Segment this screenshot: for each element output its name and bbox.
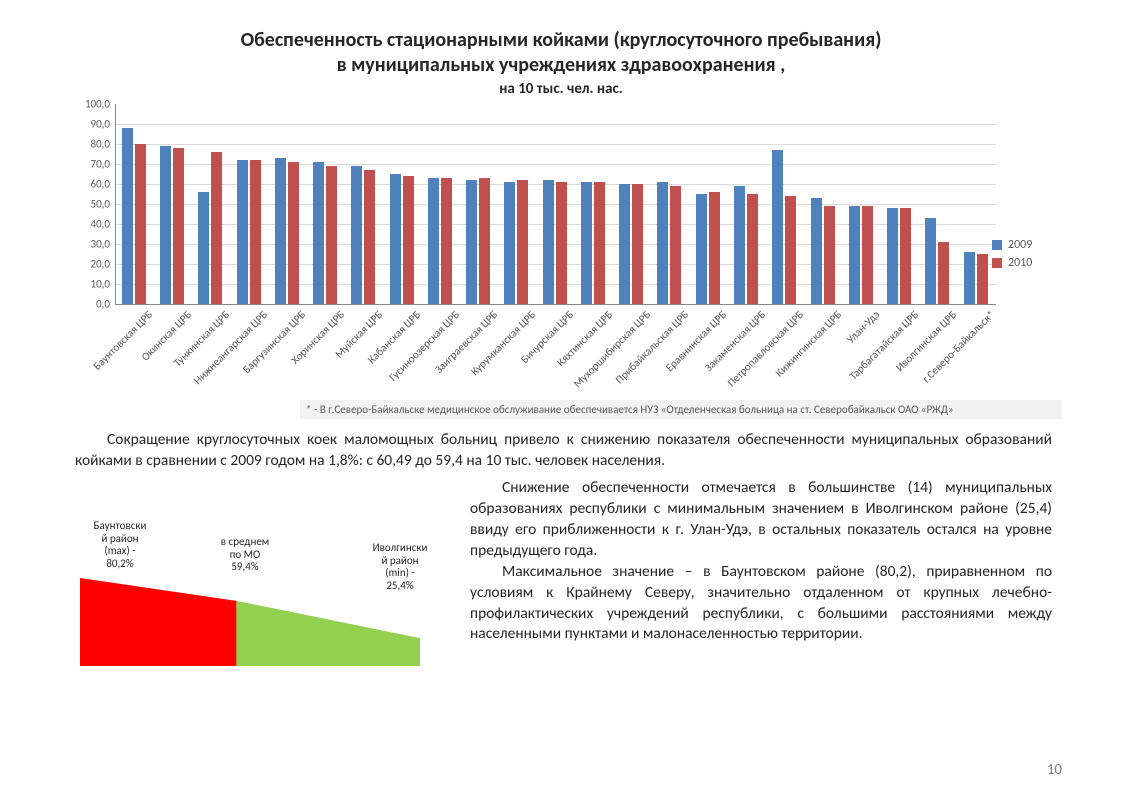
footnote: * - В г.Северо-Байкальске медицинское об…: [300, 400, 1062, 419]
legend-label-2009: 2009: [1008, 238, 1032, 252]
x-label: Баунтовская ЦРБ: [91, 308, 156, 373]
y-tick: 80,0: [60, 138, 110, 151]
bar-2009: [504, 182, 515, 304]
bar-2010: [517, 180, 528, 304]
bar-2010: [211, 152, 222, 304]
bar-2010: [556, 182, 567, 304]
bar-2010: [632, 184, 643, 304]
subtitle: на 10 тыс. чел. нас.: [60, 80, 1062, 98]
y-tick: 20,0: [60, 258, 110, 271]
page-number: 10: [1047, 761, 1062, 779]
bar-2010: [441, 178, 452, 304]
paragraph-1-text: Сокращение круглосуточных коек маломощны…: [75, 430, 1052, 470]
y-tick: 60,0: [60, 178, 110, 191]
bar-2010: [785, 196, 796, 304]
bar-2010: [250, 160, 261, 304]
legend-item-2010: 2010: [992, 256, 1062, 270]
bar-2010: [938, 242, 949, 304]
y-tick: 40,0: [60, 218, 110, 231]
bar-2009: [160, 146, 171, 304]
legend-swatch-2009: [992, 240, 1002, 250]
bar-2009: [887, 208, 898, 304]
bar-2010: [364, 170, 375, 304]
bar-2009: [466, 180, 477, 304]
y-tick: 90,0: [60, 118, 110, 131]
bar-2009: [619, 184, 630, 304]
paragraph-2a-text: Снижение обеспеченности отмечается в бол…: [470, 478, 1052, 560]
legend-swatch-2010: [992, 258, 1002, 268]
bars-layer: [115, 104, 995, 304]
bar-2010: [288, 162, 299, 304]
bar-2009: [657, 182, 668, 304]
bar-2010: [594, 182, 605, 304]
triangle-mid-label: в среднемпо МО59,4%: [210, 536, 280, 574]
title-line1: Обеспеченность стационарными койками (кр…: [60, 28, 1062, 53]
bar-2010: [900, 208, 911, 304]
y-tick: 0,0: [60, 298, 110, 311]
x-label: г.Северо-Байкальск*: [920, 308, 997, 385]
triangle-right-shape: [236, 601, 420, 666]
bar-2009: [581, 182, 592, 304]
bar-2010: [326, 166, 337, 304]
y-tick: 50,0: [60, 198, 110, 211]
bar-2009: [351, 166, 362, 304]
bar-2009: [275, 158, 286, 304]
y-tick: 70,0: [60, 158, 110, 171]
triangle-left-shape: [80, 578, 236, 666]
bar-2010: [479, 178, 490, 304]
bar-2009: [964, 252, 975, 304]
y-tick: 30,0: [60, 238, 110, 251]
bar-2010: [173, 148, 184, 304]
bar-2009: [925, 218, 936, 304]
bar-2009: [696, 194, 707, 304]
bar-2009: [428, 178, 439, 304]
bar-2009: [122, 128, 133, 304]
legend: 2009 2010: [992, 234, 1062, 274]
paragraph-1: Сокращение круглосуточных коек маломощны…: [75, 430, 1052, 472]
x-label: Гусиноозерская ЦРБ: [386, 308, 462, 384]
bar-2010: [862, 206, 873, 304]
bar-2010: [709, 192, 720, 304]
bar-2009: [772, 150, 783, 304]
triangle-infographic: Баунтовский район(max) -80,2% в среднемп…: [80, 520, 440, 700]
bar-2010: [670, 186, 681, 304]
bar-2010: [135, 144, 146, 304]
x-label: Тарбагатайская ЦРБ: [846, 308, 921, 383]
bar-2009: [543, 180, 554, 304]
slide: Обеспеченность стационарными койками (кр…: [0, 0, 1122, 793]
paragraph-2: Снижение обеспеченности отмечается в бол…: [470, 478, 1052, 645]
bar-2009: [390, 174, 401, 304]
x-label: Кижингинская ЦРБ: [773, 308, 845, 380]
bar-2009: [849, 206, 860, 304]
bar-2009: [313, 162, 324, 304]
bar-2010: [403, 176, 414, 304]
legend-label-2010: 2010: [1008, 256, 1032, 270]
triangle-left-label: Баунтовский район(max) -80,2%: [80, 520, 160, 571]
y-tick: 100,0: [60, 98, 110, 111]
bar-2010: [824, 206, 835, 304]
bar-2010: [747, 194, 758, 304]
paragraph-2b-text: Максимальное значение – в Баунтовском ра…: [470, 562, 1052, 644]
y-tick: 10,0: [60, 278, 110, 291]
bar-2009: [237, 160, 248, 304]
title-line2: в муниципальных учреждениях здравоохране…: [60, 53, 1062, 78]
bar-chart: Баунтовская ЦРБОкинская ЦРБТункинская ЦР…: [60, 104, 1062, 419]
bar-2009: [811, 198, 822, 304]
bar-2009: [734, 186, 745, 304]
triangle-svg: [80, 578, 420, 666]
bar-2010: [977, 254, 988, 304]
x-label: Улан-Удэ: [844, 308, 882, 346]
bar-2009: [198, 192, 209, 304]
legend-item-2009: 2009: [992, 238, 1062, 252]
